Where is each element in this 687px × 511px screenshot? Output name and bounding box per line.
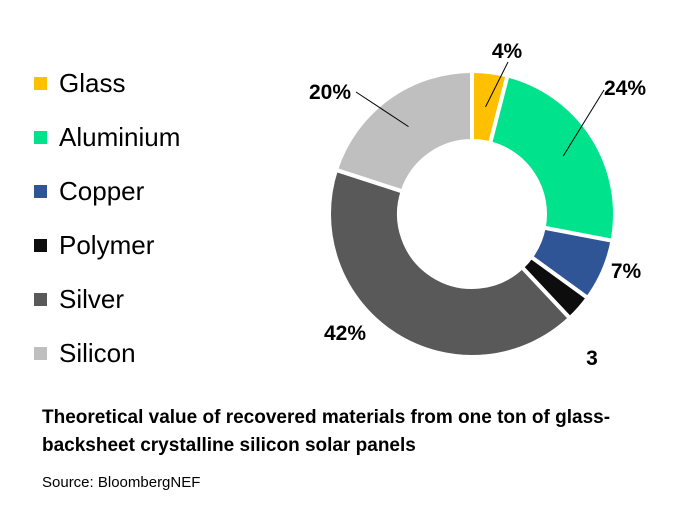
source-note: Source: BloombergNEF: [42, 474, 201, 491]
slice-silver: [327, 167, 573, 359]
legend-item-polymer: Polymer: [34, 218, 180, 272]
leader-line-silicon: [355, 91, 409, 128]
slice-aluminium: [487, 73, 617, 244]
legend-label-silver: Silver: [59, 284, 125, 314]
legend-label-aluminium: Aluminium: [59, 122, 181, 152]
data-label-polymer: 3: [586, 347, 598, 370]
legend-item-glass: Glass: [34, 56, 180, 110]
legend-item-silver: Silver: [34, 272, 180, 326]
legend-label-copper: Copper: [59, 176, 145, 206]
leader-line-glass: [485, 61, 509, 108]
legend-label-polymer: Polymer: [59, 230, 155, 260]
legend-swatch-aluminium: [34, 130, 47, 144]
legend-item-copper: Copper: [34, 164, 180, 218]
slice-silicon: [333, 68, 474, 194]
chart-caption: Theoretical value of recovered materials…: [42, 407, 611, 456]
legend-label-glass: Glass: [59, 68, 126, 98]
chart-legend: Glass Aluminium Copper Polymer Silver Silicon: [34, 56, 180, 380]
legend-item-aluminium: Aluminium: [34, 110, 180, 164]
legend-swatch-copper: [34, 184, 47, 198]
legend-item-silicon: Silicon: [34, 326, 180, 380]
legend-swatch-polymer: [34, 238, 47, 252]
legend-swatch-silver: [34, 292, 47, 306]
data-label-aluminium: 24%: [604, 77, 646, 100]
data-label-silver: 42%: [324, 322, 366, 345]
leader-line-aluminium: [562, 89, 605, 157]
data-label-glass: 4%: [492, 40, 523, 63]
legend-label-silicon: Silicon: [59, 338, 136, 368]
data-label-copper: 7%: [611, 260, 642, 283]
data-label-silicon: 20%: [309, 81, 351, 104]
legend-swatch-silicon: [34, 346, 47, 360]
donut-chart: 4% 24% 7% 3 42% 20%: [309, 40, 646, 370]
legend-swatch-glass: [34, 76, 47, 90]
